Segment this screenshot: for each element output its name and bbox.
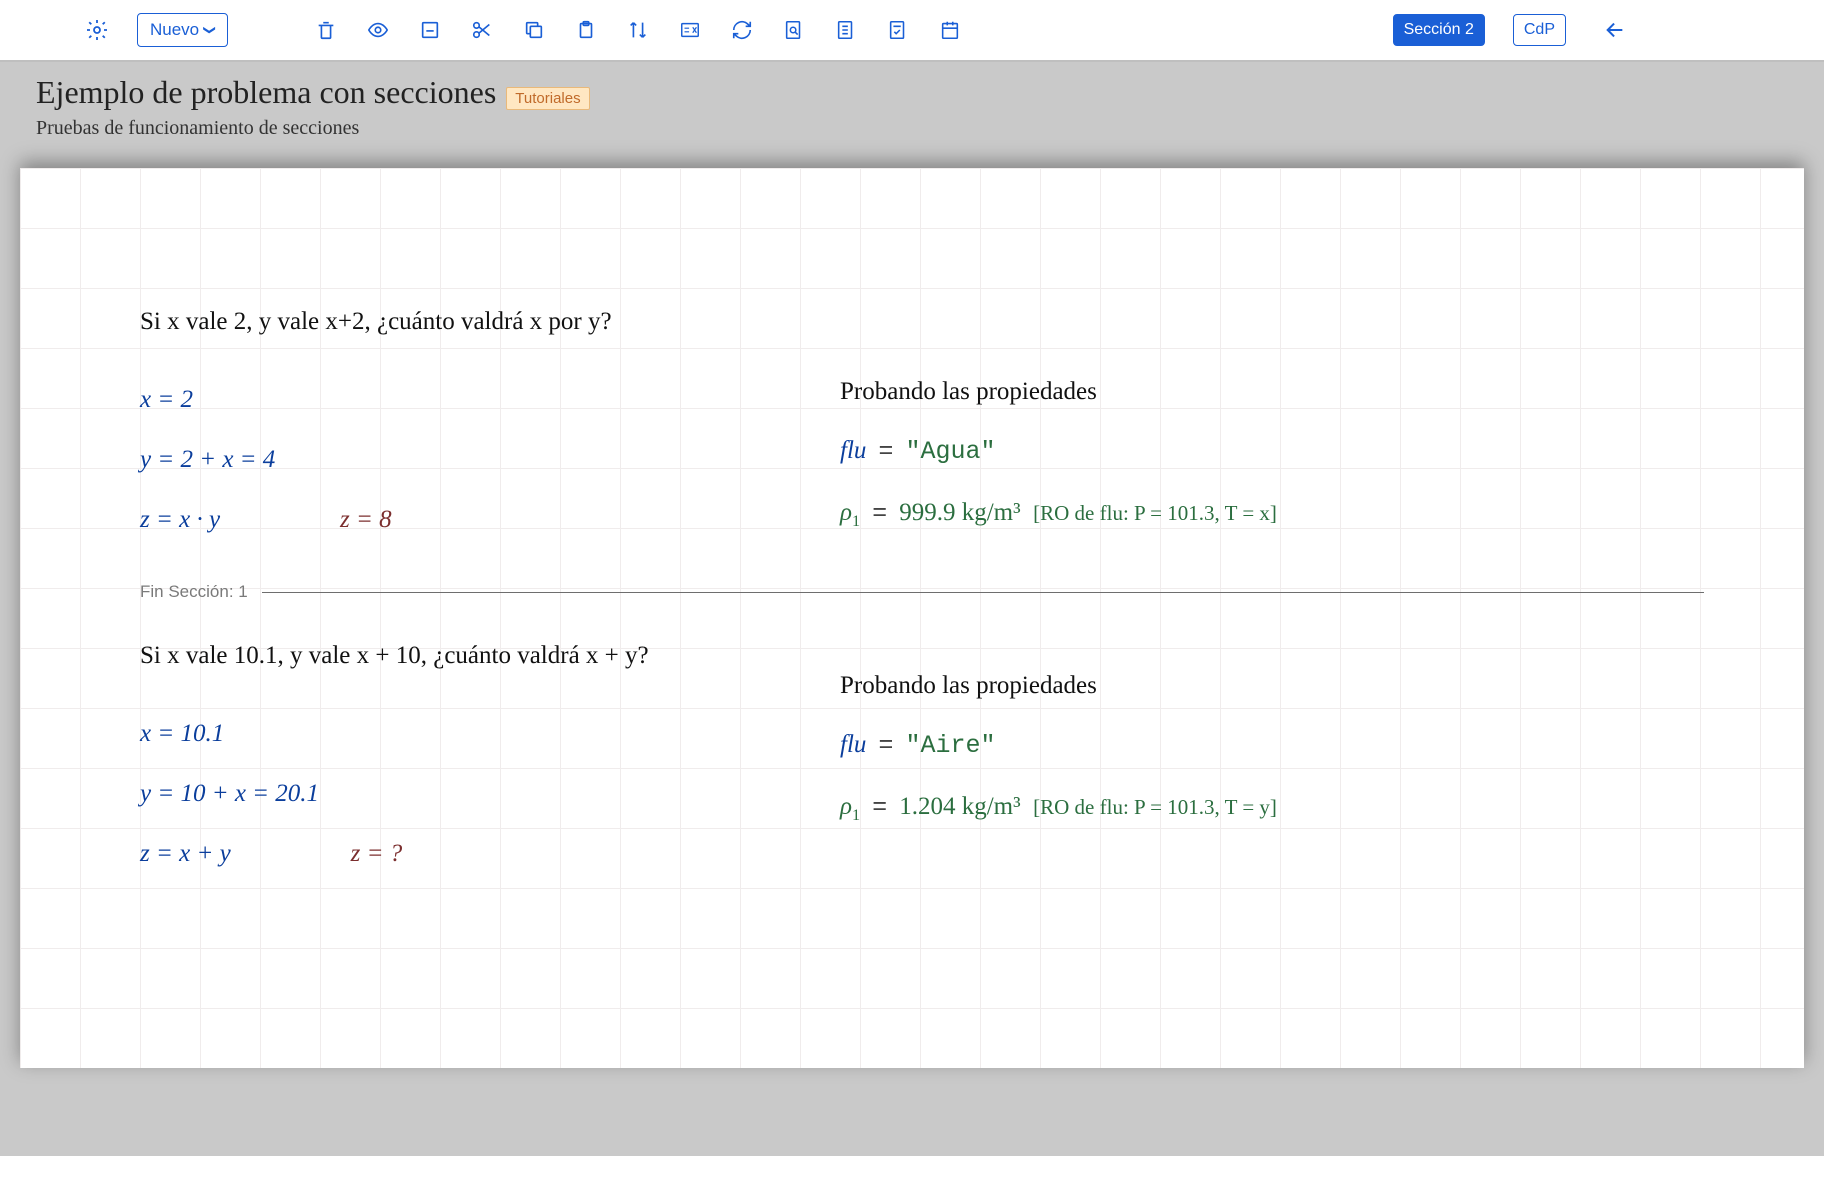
list-doc-icon[interactable] <box>834 18 858 42</box>
nuevo-button[interactable]: Nuevo ❯ <box>137 13 228 47</box>
rect-minus-icon[interactable] <box>418 18 442 42</box>
paste-icon[interactable] <box>574 18 598 42</box>
s1-flu[interactable]: flu = "Agua" <box>840 436 1704 466</box>
chevron-down-icon: ❯ <box>203 25 217 35</box>
page-title: Ejemplo de problema con secciones <box>36 74 496 111</box>
scissors-icon[interactable] <box>470 18 494 42</box>
subtitle: Pruebas de funcionamiento de secciones <box>36 117 1788 140</box>
header: Ejemplo de problema con secciones Tutori… <box>0 62 1824 168</box>
s2-question: Si x vale 10.1, y vale x + 10, ¿cuánto v… <box>140 642 780 670</box>
sheet[interactable]: Si x vale 2, y vale x+2, ¿cuánto valdrá … <box>20 168 1804 1068</box>
s1-question: Si x vale 2, y vale x+2, ¿cuánto valdrá … <box>140 308 780 336</box>
s2-eq-y[interactable]: y = 10 + x = 20.1 <box>140 780 780 808</box>
s1-eq-x[interactable]: x = 2 <box>140 386 780 414</box>
divider-line <box>262 592 1704 593</box>
eye-icon[interactable] <box>366 18 390 42</box>
swap-icon[interactable] <box>626 18 650 42</box>
tutorial-tag[interactable]: Tutoriales <box>506 87 589 110</box>
s1-props-title: Probando las propiedades <box>840 378 1704 406</box>
toolbar: Nuevo ❯ Sección 2 CdP <box>0 0 1824 62</box>
refresh-icon[interactable] <box>730 18 754 42</box>
stage: Si x vale 2, y vale x+2, ¿cuánto valdrá … <box>0 168 1824 1156</box>
s1-eq-z-lhs[interactable]: z = x · y <box>140 506 220 534</box>
s2-eq-x[interactable]: x = 10.1 <box>140 720 780 748</box>
calendar-icon[interactable] <box>938 18 962 42</box>
s1-eq-z-rhs[interactable]: z = 8 <box>340 506 392 534</box>
cdp-pill[interactable]: CdP <box>1513 14 1566 46</box>
back-arrow-icon[interactable] <box>1594 19 1636 41</box>
s2-eq-z-rhs[interactable]: z = ? <box>351 840 403 868</box>
s2-eq-z-lhs[interactable]: z = x + y <box>140 840 231 868</box>
section-1-end: Fin Sección: 1 <box>140 582 1704 602</box>
section-1-end-label: Fin Sección: 1 <box>140 582 248 602</box>
gear-icon[interactable] <box>85 18 109 42</box>
copy-icon[interactable] <box>522 18 546 42</box>
trash-icon[interactable] <box>314 18 338 42</box>
s2-flu[interactable]: flu = "Aire" <box>840 730 1704 760</box>
section-2: Si x vale 10.1, y vale x + 10, ¿cuánto v… <box>140 642 1704 900</box>
check-doc-icon[interactable] <box>886 18 910 42</box>
s1-eq-y[interactable]: y = 2 + x = 4 <box>140 446 780 474</box>
search-doc-icon[interactable] <box>782 18 806 42</box>
var-box-icon[interactable] <box>678 18 702 42</box>
nuevo-label: Nuevo <box>150 20 199 40</box>
section-1: Si x vale 2, y vale x+2, ¿cuánto valdrá … <box>140 308 1704 566</box>
section-pill[interactable]: Sección 2 <box>1393 14 1485 46</box>
s1-rho[interactable]: ρ1 = 999.9 kg/m³ [RO de flu: P = 101.3, … <box>840 498 1704 531</box>
s2-rho[interactable]: ρ1 = 1.204 kg/m³ [RO de flu: P = 101.3, … <box>840 792 1704 825</box>
s2-props-title: Probando las propiedades <box>840 672 1704 700</box>
